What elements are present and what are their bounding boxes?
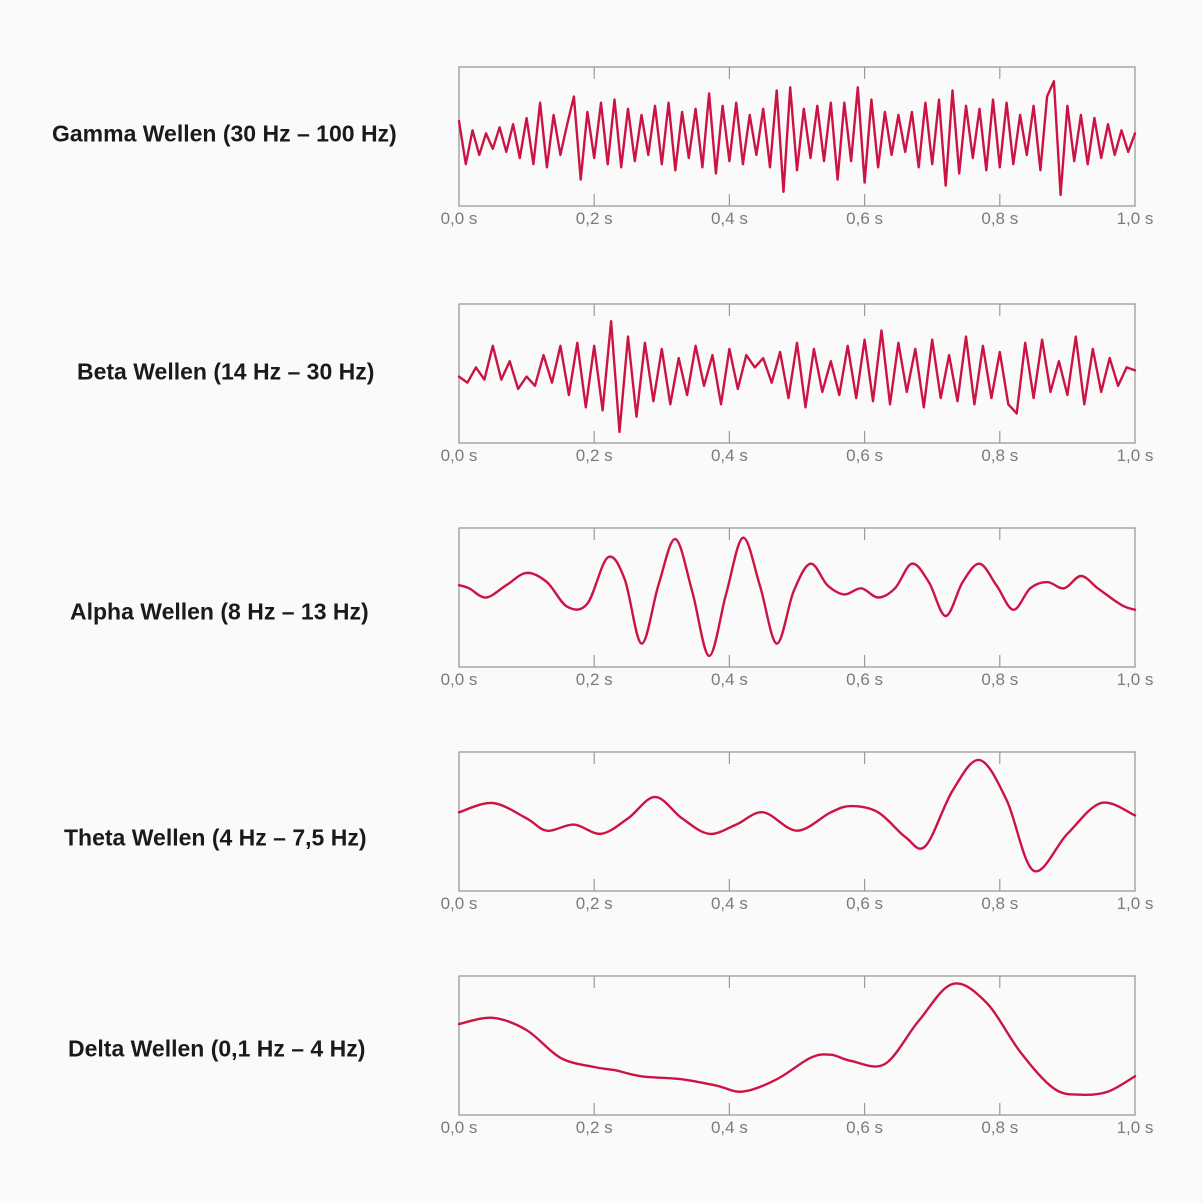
alpha-tick-label-2: 0,4 s [711, 670, 748, 689]
gamma-tick-label-4: 0,8 s [981, 209, 1018, 228]
alpha-tick-label-1: 0,2 s [576, 670, 613, 689]
delta-wave-line [457, 982, 1137, 1097]
theta-tick-label-1: 0,2 s [576, 894, 613, 913]
gamma-tick-label-1: 0,2 s [576, 209, 613, 228]
theta-tick-label-0: 0,0 s [441, 894, 478, 913]
delta-chart: 0,0 s 0,2 s 0,4 s 0,6 s 0,8 s 1,0 s [441, 975, 1154, 1137]
beta-tick-label-2: 0,4 s [711, 446, 748, 465]
theta-label: Theta Wellen (4 Hz – 7,5 Hz) [64, 824, 367, 851]
gamma-tick-label-3: 0,6 s [846, 209, 883, 228]
delta-plot-frame [458, 975, 1136, 1116]
gamma-tick-label-5: 1,0 s [1117, 209, 1154, 228]
alpha-tick-label-3: 0,6 s [846, 670, 883, 689]
alpha-chart: 0,0 s 0,2 s 0,4 s 0,6 s 0,8 s 1,0 s [441, 527, 1154, 689]
delta-tick-label-0: 0,0 s [441, 1118, 478, 1137]
gamma-tick-label-2: 0,4 s [711, 209, 748, 228]
gamma-tick-label-0: 0,0 s [441, 209, 478, 228]
alpha-tick-label-4: 0,8 s [981, 670, 1018, 689]
delta-tick-label-1: 0,2 s [576, 1118, 613, 1137]
alpha-plot-frame [458, 527, 1136, 668]
gamma-label: Gamma Wellen (30 Hz – 100 Hz) [52, 120, 397, 147]
gamma-wave-line [457, 80, 1137, 197]
alpha-wave-line [457, 536, 1137, 658]
beta-wave-line [457, 320, 1137, 434]
delta-tick-label-3: 0,6 s [846, 1118, 883, 1137]
beta-chart: 0,0 s 0,2 s 0,4 s 0,6 s 0,8 s 1,0 s [441, 303, 1154, 465]
theta-chart: 0,0 s 0,2 s 0,4 s 0,6 s 0,8 s 1,0 s [441, 751, 1154, 913]
alpha-tick-label-0: 0,0 s [441, 670, 478, 689]
delta-tick-label-4: 0,8 s [981, 1118, 1018, 1137]
beta-tick-label-4: 0,8 s [981, 446, 1018, 465]
alpha-label: Alpha Wellen (8 Hz – 13 Hz) [70, 598, 369, 625]
delta-tick-label-5: 1,0 s [1117, 1118, 1154, 1137]
theta-plot-frame [458, 751, 1136, 892]
theta-tick-label-5: 1,0 s [1117, 894, 1154, 913]
theta-tick-label-2: 0,4 s [711, 894, 748, 913]
beta-tick-label-1: 0,2 s [576, 446, 613, 465]
gamma-plot-frame [458, 66, 1136, 207]
beta-tick-label-3: 0,6 s [846, 446, 883, 465]
gamma-chart: 0,0 s 0,2 s 0,4 s 0,6 s 0,8 s 1,0 s [441, 66, 1154, 228]
alpha-tick-label-5: 1,0 s [1117, 670, 1154, 689]
beta-tick-label-0: 0,0 s [441, 446, 478, 465]
beta-plot-frame [458, 303, 1136, 444]
theta-wave-line [457, 758, 1137, 873]
delta-label: Delta Wellen (0,1 Hz – 4 Hz) [68, 1035, 366, 1062]
beta-tick-label-5: 1,0 s [1117, 446, 1154, 465]
beta-label: Beta Wellen (14 Hz – 30 Hz) [77, 358, 375, 385]
delta-tick-label-2: 0,4 s [711, 1118, 748, 1137]
theta-tick-label-4: 0,8 s [981, 894, 1018, 913]
theta-tick-label-3: 0,6 s [846, 894, 883, 913]
